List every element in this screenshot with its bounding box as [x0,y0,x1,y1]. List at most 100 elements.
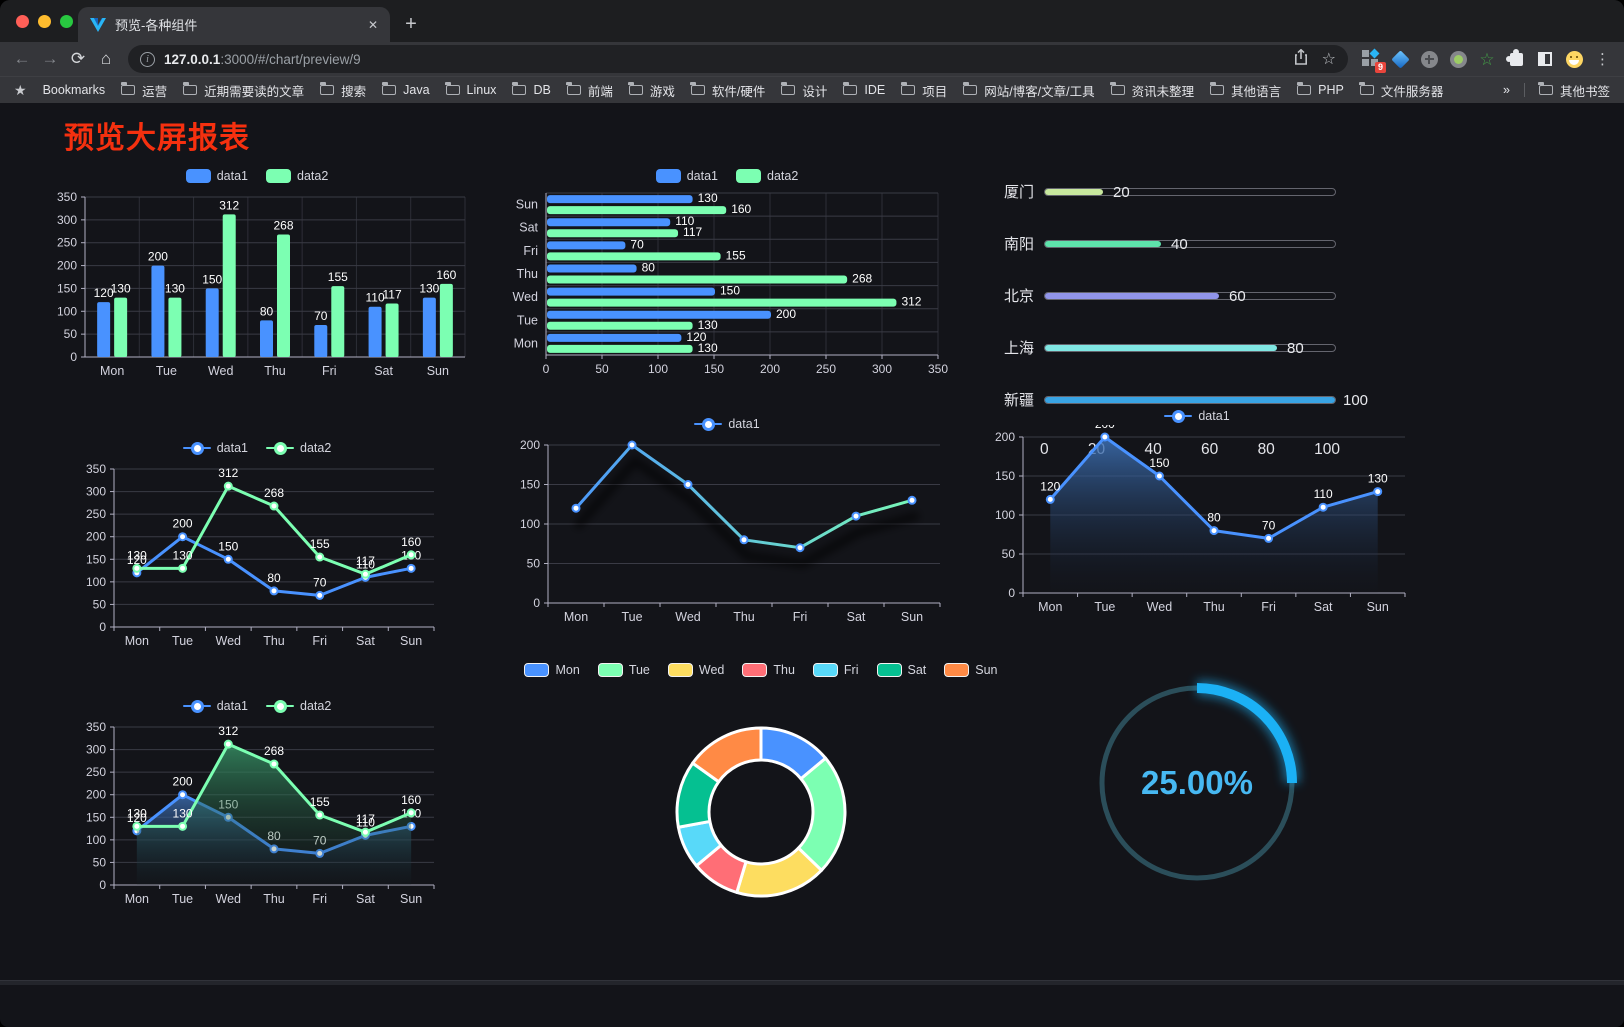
bookmark-folder[interactable]: 游戏 [628,81,675,100]
address-bar[interactable]: i 127.0.0.1:3000/#/chart/preview/9 ☆ [128,45,1348,73]
svg-text:80: 80 [260,304,274,318]
new-tab-button[interactable]: + [405,12,417,35]
legend-item-data1[interactable]: data1 [1164,409,1230,423]
chart-line-two-series[interactable]: data1 data2 0 50 100 150 200 250 300 350 Mon Tue Wed… [22,405,492,657]
legend-swatch [742,663,768,677]
svg-text:200: 200 [1095,425,1115,431]
svg-text:0: 0 [1008,586,1015,600]
bookmark-folder[interactable]: 设计 [780,81,827,100]
chart-donut[interactable]: Mon Tue Wed Thu Fri Sat Sun [524,657,998,957]
legend-item-data2[interactable]: data2 [266,441,331,455]
bookmark-folder[interactable]: 网站/博客/文章/工具 [962,81,1095,100]
bookmarks-overflow-chevron[interactable]: » [1503,83,1510,97]
bookmark-folder[interactable]: IDE [842,82,885,97]
legend-item-Thu[interactable]: Thu [742,663,795,677]
legend-label: Tue [628,663,650,677]
emoji-extension-icon[interactable] [1565,50,1583,68]
bookmark-folder-label: 文件服务器 [1380,84,1444,99]
progress-row-新疆[interactable]: 新疆 100 [992,389,1432,410]
legend-label: data1 [216,699,248,713]
legend-item-Sat[interactable]: Sat [876,663,926,677]
progress-row-上海[interactable]: 上海 80 [992,337,1432,358]
folder-icon [842,82,858,95]
chart-grouped-bar[interactable]: data1 data2 0 50 100 150 200 250 300 350 Mon Tue Wed… [22,159,492,405]
browser-tab[interactable]: 预览-各种组件 ✕ [78,7,390,42]
bookmark-folder[interactable]: 近期需要读的文章 [182,81,305,100]
folder-icon [780,82,796,95]
record-extension-icon[interactable] [1449,50,1467,68]
other-bookmarks-folder[interactable]: 其他书签 [1538,81,1610,100]
browser-menu-icon[interactable]: ⋮ [1595,51,1610,68]
forward-icon[interactable]: → [41,49,59,68]
share-icon[interactable] [1294,48,1308,70]
legend-item-data1[interactable]: data1 [182,441,248,455]
axis-tick-label: 80 [1257,441,1275,458]
svg-text:250: 250 [57,236,77,250]
reload-icon[interactable]: ⟳ [70,49,86,68]
svg-text:0: 0 [99,878,106,892]
legend-item-data2[interactable]: data2 [736,169,798,183]
legend-item-Wed[interactable]: Wed [667,663,724,677]
bookmark-folder[interactable]: 文件服务器 [1359,81,1444,100]
svg-text:120: 120 [1040,479,1060,493]
chart-line-area[interactable]: data1 0 50 100 150 200 Mon Tue Wed Thu Fri Sat Sun 12… [962,405,1432,657]
folder-icon [381,82,397,95]
bookmark-folder[interactable]: Linux [445,82,496,97]
bookmark-folder[interactable]: 前端 [566,81,613,100]
chart-ring-gauge[interactable]: 25.00% [962,657,1432,957]
progress-row-南阳[interactable]: 南阳 40 [992,233,1432,254]
legend-item-data1[interactable]: data1 [182,699,248,713]
progress-row-厦门[interactable]: 厦门 20 [992,181,1432,202]
chart-grouped-bar-horizontal[interactable]: data1 data2 0 50 100 150 200 250 300 350 Sun 130 160… [492,159,962,405]
bookmark-folder[interactable]: PHP [1296,82,1344,97]
grid-extension-icon[interactable]: 9 [1362,48,1386,73]
url-host: 127.0.0.1 [164,51,221,67]
bookmark-folder[interactable]: 其他语言 [1209,81,1281,100]
bookmark-folder-label: 近期需要读的文章 [204,84,305,99]
bookmark-folder[interactable]: 软件/硬件 [690,81,765,100]
legend-item-Sun[interactable]: Sun [944,663,998,677]
dark-mode-extension-icon[interactable] [1536,50,1554,68]
svg-text:80: 80 [267,571,281,585]
gem-extension-icon[interactable] [1390,49,1410,69]
legend-item-Tue[interactable]: Tue [597,663,650,677]
legend-item-data1[interactable]: data1 [694,417,760,431]
bookmark-folder[interactable]: 运营 [120,81,167,100]
bookmark-folder[interactable]: 项目 [900,81,947,100]
legend-item-data1[interactable]: data1 [655,169,718,183]
site-info-icon[interactable]: i [140,51,155,67]
legend-item-data2[interactable]: data2 [266,699,331,713]
home-icon[interactable]: ⌂ [100,49,112,68]
bookmark-folder[interactable]: DB [511,82,551,97]
svg-text:Sat: Sat [1314,600,1333,614]
svg-text:117: 117 [383,288,402,302]
bookmarks-label[interactable]: Bookmarks [42,83,106,97]
chart-line-two-area[interactable]: data1 data2 0 50 100 150 200 250 300 350 Mon Tue Wed… [22,657,492,957]
command-extension-icon[interactable] [1420,50,1438,68]
legend-item-Fri[interactable]: Fri [812,663,859,677]
progress-list: 厦门 20 南阳 40 北京 60 上海 80 新疆 100 0 20 40 60 80 100 [962,159,1432,459]
legend-item-data1[interactable]: data1 [185,169,248,183]
progress-row-北京[interactable]: 北京 60 [992,285,1432,306]
legend-item-data2[interactable]: data2 [266,169,328,183]
close-window-button[interactable] [16,15,29,28]
zoom-window-button[interactable] [60,15,73,28]
svg-text:80: 80 [1207,511,1221,525]
bookmark-folder[interactable]: 搜索 [319,81,366,100]
back-icon[interactable]: ← [13,49,31,68]
chart-line-gradient[interactable]: data1 0 50 100 150 200 Mon Tue Wed Thu Fri Sat Sun [492,405,962,657]
legend-item-Mon[interactable]: Mon [524,663,580,677]
svg-text:312: 312 [218,466,238,480]
url-text[interactable]: 127.0.0.1:3000/#/chart/preview/9 [164,52,361,67]
tab-close-icon[interactable]: ✕ [367,17,378,32]
bookmark-folder[interactable]: 资讯未整理 [1110,81,1194,100]
progress-value: 60 [1229,287,1246,305]
bookmark-star-icon[interactable]: ☆ [1321,51,1336,68]
folder-icon [566,82,581,95]
chart-city-progress[interactable]: 厦门 20 南阳 40 北京 60 上海 80 新疆 100 0 20 40 60 80 100 [962,159,1432,459]
puzzle-extensions-icon[interactable] [1505,48,1525,68]
bookmark-folder[interactable]: Java [381,82,430,97]
minimize-window-button[interactable] [38,15,51,28]
bookmarks-star-icon[interactable]: ★ [14,81,27,98]
green-star-extension-icon[interactable]: ☆ [1479,49,1495,69]
